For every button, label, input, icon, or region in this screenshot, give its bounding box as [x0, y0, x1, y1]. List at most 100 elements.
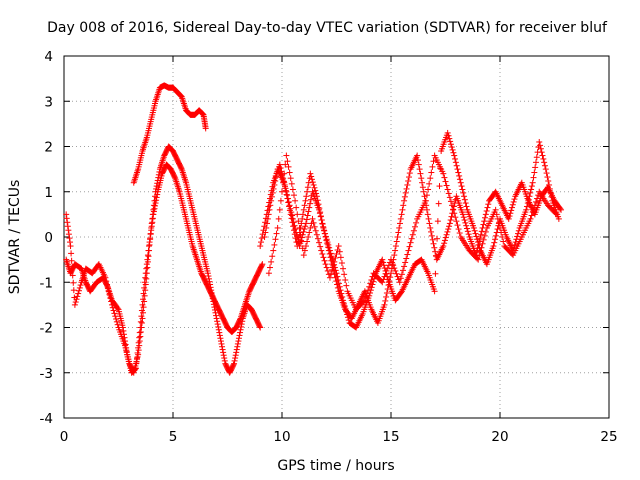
data-point-interp: [539, 152, 546, 159]
data-point-interp: [510, 198, 517, 205]
data-point-interp: [286, 202, 293, 209]
data-point-interp: [458, 183, 465, 190]
data-point: [268, 197, 275, 204]
data-point-interp: [424, 211, 431, 218]
data-point-interp: [432, 270, 439, 277]
data-point-interp: [434, 235, 441, 242]
data-point-interp: [382, 270, 389, 277]
data-point-interp: [492, 232, 499, 239]
data-point-interp: [451, 210, 458, 217]
data-point-interp: [270, 247, 277, 254]
data-point-interp: [130, 368, 137, 375]
data-point-interp: [330, 262, 337, 269]
data-point-interp: [136, 334, 143, 341]
data-point-interp: [408, 235, 415, 242]
data-point-interp: [322, 230, 329, 237]
data-point-interp: [475, 241, 482, 248]
data-point-interp: [414, 157, 421, 164]
data-point-interp: [220, 352, 227, 359]
data-point: [449, 202, 456, 209]
data-point-interp: [142, 287, 149, 294]
data-point-interp: [301, 247, 308, 254]
data-point: [309, 215, 316, 222]
data-point-interp: [541, 159, 548, 166]
data-point-interp: [425, 186, 432, 193]
data-point-interp: [404, 181, 411, 188]
data-point-interp: [511, 241, 518, 248]
data-point: [283, 152, 290, 159]
data-point-interp: [265, 211, 272, 218]
data-point-interp: [215, 326, 222, 333]
data-point-interp: [151, 205, 158, 212]
data-point-interp: [290, 223, 297, 230]
data-point-interp: [543, 170, 550, 177]
data-point: [143, 270, 150, 277]
data-point-interp: [304, 212, 311, 219]
data-point-interp: [301, 226, 308, 233]
data-point-interp: [441, 174, 448, 181]
data-point-interp: [135, 347, 142, 354]
data-point-interp: [152, 202, 159, 209]
data-point-interp: [482, 228, 489, 235]
data-point-interp: [302, 197, 309, 204]
data-point-interp: [151, 197, 158, 204]
data-point-interp: [514, 233, 521, 240]
data-point-interp: [381, 273, 388, 280]
data-point-interp: [143, 275, 150, 282]
data-point-interp: [540, 155, 547, 162]
data-point-interp: [310, 219, 317, 226]
data-point-interp: [136, 338, 143, 345]
data-point-interp: [427, 175, 434, 182]
data-point-interp: [323, 264, 330, 271]
data-point-interp: [235, 335, 242, 342]
data-point-interp: [397, 215, 404, 222]
data-point-interp: [308, 173, 315, 180]
data-point-interp: [405, 178, 412, 185]
data-point-interp: [398, 271, 405, 278]
data-point-interp: [425, 215, 432, 222]
data-point: [523, 206, 530, 213]
data-point-interp: [258, 235, 265, 242]
data-point-interp: [403, 255, 410, 262]
data-point-interp: [149, 215, 156, 222]
data-point-interp: [75, 287, 82, 294]
data-point-interp: [314, 235, 321, 242]
data-point-interp: [364, 290, 371, 297]
data-point-interp: [401, 193, 408, 200]
data-point-interp: [493, 211, 500, 218]
data-point: [276, 161, 283, 168]
x-tick-label: 5: [169, 429, 178, 445]
data-point-interp: [456, 176, 463, 183]
data-point-interp: [546, 185, 553, 192]
data-point-interp: [144, 252, 151, 259]
data-point-interp: [275, 215, 282, 222]
data-point-interp: [402, 189, 409, 196]
data-point-interp: [462, 200, 469, 207]
data-point-interp: [304, 238, 311, 245]
data-point-interp: [449, 146, 456, 153]
data-point-interp: [318, 217, 325, 224]
data-point-interp: [344, 311, 351, 318]
data-point-interp: [447, 141, 454, 148]
data-point-interp: [114, 321, 121, 328]
x-axis-label: GPS time / hours: [277, 458, 394, 474]
data-point-interp: [448, 144, 455, 151]
data-point-interp: [394, 273, 401, 280]
data-point: [422, 197, 429, 204]
data-point-interp: [66, 239, 73, 246]
data-point-interp: [286, 169, 293, 176]
data-point: [529, 179, 536, 186]
data-point: [139, 315, 146, 322]
data-point-interp: [140, 309, 147, 316]
data-point-interp: [105, 288, 112, 295]
data-point-interp: [281, 170, 288, 177]
data-point-interp: [234, 340, 241, 347]
data-point-interp: [460, 189, 467, 196]
data-point-interp: [313, 231, 320, 238]
data-point: [470, 224, 477, 231]
data-point-interp: [287, 175, 294, 182]
data-point-interp: [480, 221, 487, 228]
data-point-interp: [541, 162, 548, 169]
data-point-interp: [515, 227, 522, 234]
data-point-interp: [150, 202, 157, 209]
